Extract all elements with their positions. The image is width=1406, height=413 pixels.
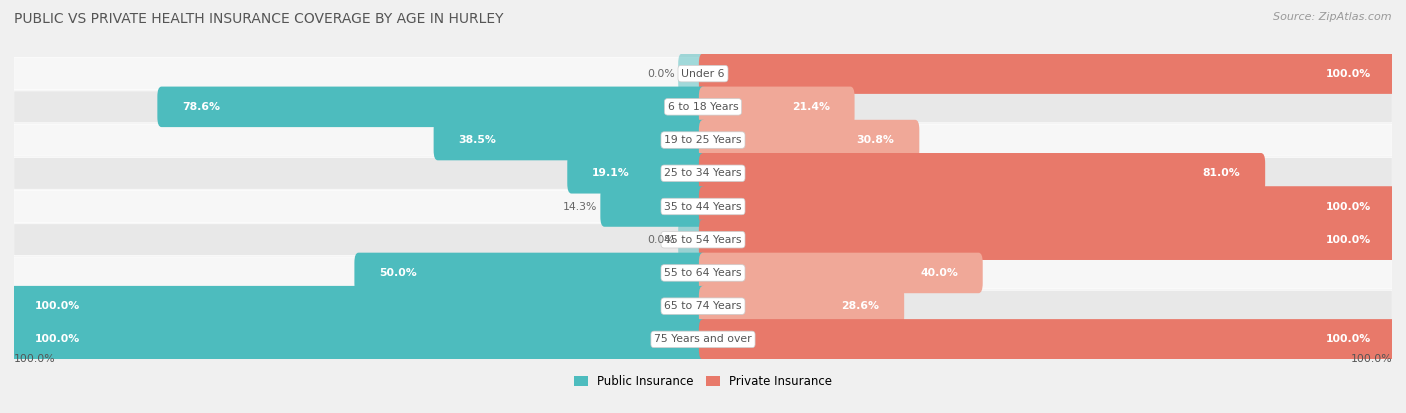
- FancyBboxPatch shape: [699, 219, 1396, 260]
- FancyBboxPatch shape: [14, 224, 1392, 256]
- Text: 6 to 18 Years: 6 to 18 Years: [668, 102, 738, 112]
- Text: 100.0%: 100.0%: [1326, 235, 1371, 245]
- FancyBboxPatch shape: [354, 253, 707, 293]
- Text: 100.0%: 100.0%: [35, 335, 80, 344]
- FancyBboxPatch shape: [14, 190, 1392, 223]
- FancyBboxPatch shape: [14, 91, 1392, 123]
- Text: 21.4%: 21.4%: [792, 102, 830, 112]
- FancyBboxPatch shape: [10, 319, 707, 360]
- Text: 45 to 54 Years: 45 to 54 Years: [664, 235, 742, 245]
- Text: 35 to 44 Years: 35 to 44 Years: [664, 202, 742, 211]
- Text: 28.6%: 28.6%: [841, 301, 879, 311]
- FancyBboxPatch shape: [10, 286, 707, 326]
- Text: 40.0%: 40.0%: [920, 268, 957, 278]
- Text: Under 6: Under 6: [682, 69, 724, 78]
- Text: 38.5%: 38.5%: [458, 135, 496, 145]
- Text: 0.0%: 0.0%: [648, 69, 675, 78]
- FancyBboxPatch shape: [699, 253, 983, 293]
- FancyBboxPatch shape: [14, 58, 1392, 90]
- Text: 100.0%: 100.0%: [1326, 202, 1371, 211]
- Text: 100.0%: 100.0%: [1350, 354, 1392, 363]
- FancyBboxPatch shape: [600, 186, 707, 227]
- FancyBboxPatch shape: [699, 319, 1396, 360]
- Text: 50.0%: 50.0%: [380, 268, 418, 278]
- FancyBboxPatch shape: [699, 87, 855, 127]
- FancyBboxPatch shape: [699, 153, 1265, 194]
- Text: 100.0%: 100.0%: [1326, 335, 1371, 344]
- Text: 19.1%: 19.1%: [592, 168, 630, 178]
- Text: 14.3%: 14.3%: [564, 202, 598, 211]
- FancyBboxPatch shape: [14, 290, 1392, 322]
- Text: 78.6%: 78.6%: [183, 102, 221, 112]
- Text: 30.8%: 30.8%: [856, 135, 894, 145]
- Text: 100.0%: 100.0%: [1326, 69, 1371, 78]
- Text: 65 to 74 Years: 65 to 74 Years: [664, 301, 742, 311]
- FancyBboxPatch shape: [14, 323, 1392, 355]
- FancyBboxPatch shape: [699, 120, 920, 160]
- Text: 55 to 64 Years: 55 to 64 Years: [664, 268, 742, 278]
- Text: 81.0%: 81.0%: [1202, 168, 1240, 178]
- Text: 19 to 25 Years: 19 to 25 Years: [664, 135, 742, 145]
- Text: PUBLIC VS PRIVATE HEALTH INSURANCE COVERAGE BY AGE IN HURLEY: PUBLIC VS PRIVATE HEALTH INSURANCE COVER…: [14, 12, 503, 26]
- FancyBboxPatch shape: [567, 153, 707, 194]
- Text: 100.0%: 100.0%: [14, 354, 56, 363]
- FancyBboxPatch shape: [699, 53, 1396, 94]
- FancyBboxPatch shape: [678, 53, 707, 94]
- FancyBboxPatch shape: [699, 186, 1396, 227]
- Text: 75 Years and over: 75 Years and over: [654, 335, 752, 344]
- FancyBboxPatch shape: [14, 157, 1392, 189]
- Legend: Public Insurance, Private Insurance: Public Insurance, Private Insurance: [569, 371, 837, 393]
- Text: 25 to 34 Years: 25 to 34 Years: [664, 168, 742, 178]
- Text: 100.0%: 100.0%: [35, 301, 80, 311]
- FancyBboxPatch shape: [14, 257, 1392, 289]
- FancyBboxPatch shape: [699, 286, 904, 326]
- Text: Source: ZipAtlas.com: Source: ZipAtlas.com: [1274, 12, 1392, 22]
- FancyBboxPatch shape: [14, 124, 1392, 156]
- Text: 0.0%: 0.0%: [648, 235, 675, 245]
- FancyBboxPatch shape: [433, 120, 707, 160]
- FancyBboxPatch shape: [678, 219, 707, 260]
- FancyBboxPatch shape: [157, 87, 707, 127]
